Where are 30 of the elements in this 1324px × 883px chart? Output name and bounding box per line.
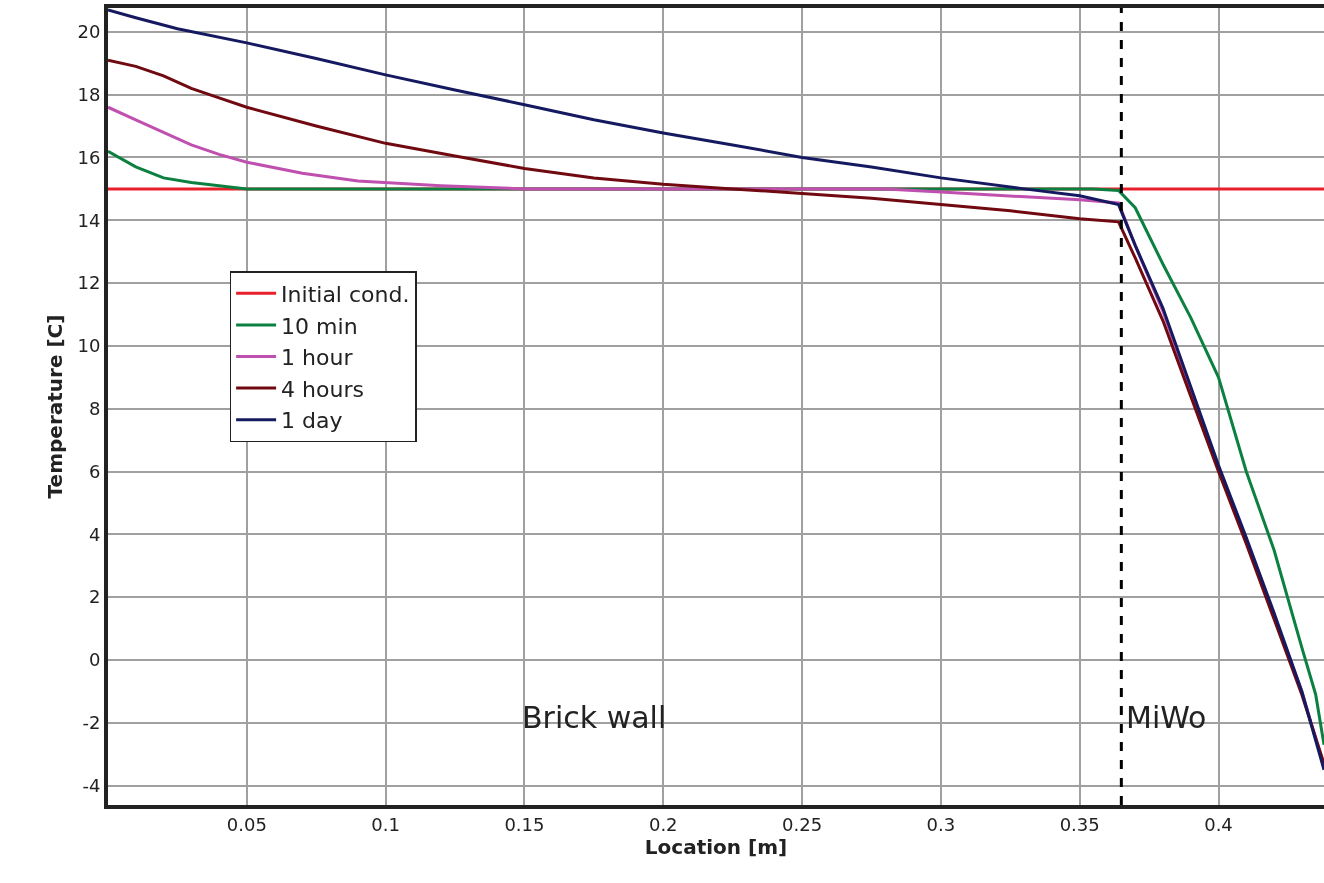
legend-label: Initial cond. [281, 281, 410, 307]
legend-label: 4 hours [281, 376, 364, 402]
x-tick-label: 0.4 [1204, 813, 1233, 835]
x-tick-label: 0.15 [504, 813, 545, 835]
x-tick-label: 0.05 [226, 813, 267, 835]
x-tick-label: 0.35 [1059, 813, 1100, 835]
y-axis-title: Temperature [C] [43, 314, 68, 499]
y-tick-label: -4 [82, 774, 101, 796]
y-tick-label: 8 [88, 398, 101, 419]
y-tick-label: 12 [77, 272, 101, 294]
y-tick-label: 16 [77, 146, 101, 168]
y-tick-label: 6 [88, 460, 101, 482]
legend-label: 1 hour [281, 345, 354, 371]
legend-label: 1 day [281, 408, 343, 434]
x-axis-title: Location [m] [644, 834, 788, 859]
x-tick-label: 0.2 [648, 813, 678, 835]
annotation: MiWo [1126, 700, 1207, 735]
legend-label: 10 min [281, 313, 358, 339]
x-tick-label: 0.1 [371, 813, 400, 835]
x-tick-label: 0.3 [926, 813, 956, 835]
y-tick-label: 18 [77, 83, 101, 105]
y-tick-label: 0 [88, 649, 101, 671]
x-tick-label: 0.25 [782, 813, 823, 835]
y-tick-label: 20 [77, 21, 101, 43]
y-tick-label: 10 [77, 335, 101, 357]
annotation: Brick wall [522, 700, 667, 735]
y-tick-label: -2 [82, 712, 101, 734]
y-tick-label: 2 [88, 586, 101, 608]
y-tick-label: 14 [77, 209, 101, 231]
y-tick-label: 4 [88, 523, 101, 545]
